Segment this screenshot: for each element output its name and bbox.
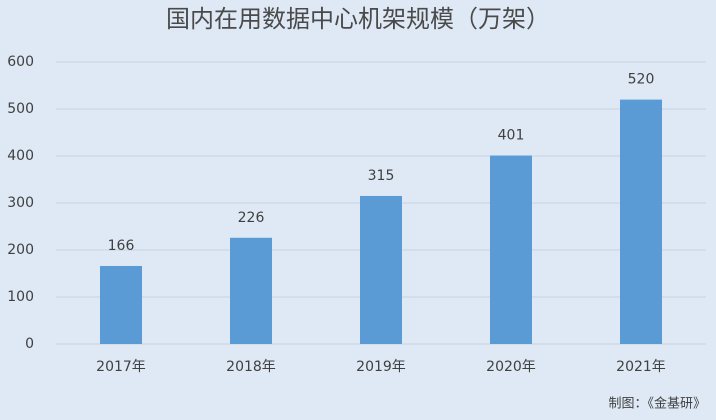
source-note: 制图：《金基研》 xyxy=(608,396,706,412)
x-tick-label: 2020年 xyxy=(486,359,536,375)
y-tick-label: 400 xyxy=(7,148,34,164)
y-tick-label: 0 xyxy=(25,336,34,352)
data-label: 520 xyxy=(628,72,655,88)
y-tick-label: 100 xyxy=(7,289,34,305)
data-label: 226 xyxy=(238,210,265,226)
y-tick-label: 600 xyxy=(7,54,34,70)
data-label: 401 xyxy=(498,128,525,144)
y-tick-label: 500 xyxy=(7,101,34,117)
bar xyxy=(230,237,272,344)
bar xyxy=(360,195,402,344)
x-tick-label: 2017年 xyxy=(96,359,146,375)
data-label: 166 xyxy=(108,238,135,254)
x-tick-label: 2021年 xyxy=(616,359,666,375)
bar xyxy=(100,265,142,344)
bar xyxy=(490,155,532,344)
y-tick-label: 200 xyxy=(7,242,34,258)
y-tick-label: 300 xyxy=(7,195,34,211)
x-tick-label: 2019年 xyxy=(356,359,406,375)
data-label: 315 xyxy=(368,168,395,184)
bar xyxy=(620,99,662,344)
chart-title: 国内在用数据中心机架规模（万架） xyxy=(166,5,550,33)
x-tick-label: 2018年 xyxy=(226,359,276,375)
